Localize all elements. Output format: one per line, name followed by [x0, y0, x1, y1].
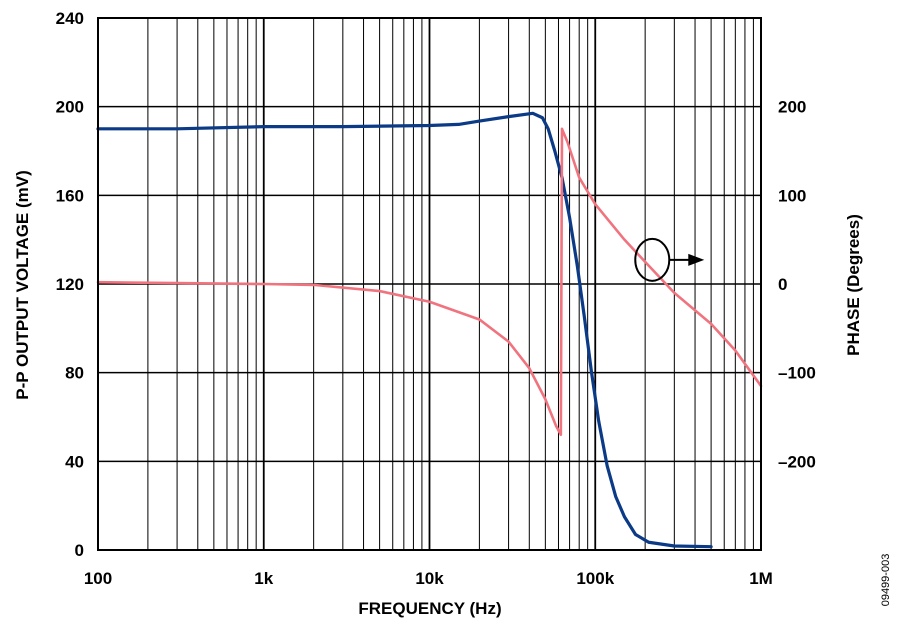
- series-line-voltage: [96, 111, 713, 549]
- y-tick-label: 120: [56, 275, 84, 294]
- x-tick-label: 100: [84, 569, 112, 588]
- y-tick-label: 240: [56, 9, 84, 28]
- y2-tick-label: 100: [778, 186, 806, 205]
- y2-tick-label: 200: [778, 98, 806, 117]
- y-tick-label: 0: [75, 541, 84, 560]
- y-axis-title: P-P OUTPUT VOLTAGE (mV): [13, 170, 32, 400]
- annotation-layer: [634, 237, 705, 282]
- y-tick-label: 40: [65, 452, 84, 471]
- y2-tick-label: –100: [778, 364, 816, 383]
- plot-border: [97, 17, 762, 551]
- series-layer: [96, 111, 763, 549]
- x-tick-label: 100k: [576, 569, 614, 588]
- annotation-ellipse: [634, 237, 671, 282]
- series-line-phase: [96, 127, 763, 437]
- x-axis-title: FREQUENCY (Hz): [358, 599, 501, 618]
- annotation-arrow-head: [688, 253, 705, 266]
- y-tick-label: 160: [56, 186, 84, 205]
- y2-tick-label: –200: [778, 452, 816, 471]
- figure-code: 09499-003: [880, 554, 892, 607]
- tick-labels: 100 1k 10k 100k 1M040801201602002402001000–1…: [56, 9, 816, 588]
- y2-axis-title: PHASE (Degrees): [844, 214, 863, 356]
- x-tick-label: 1k: [254, 569, 273, 588]
- y-tick-label: 80: [65, 364, 84, 383]
- x-tick-label: 10k: [415, 569, 444, 588]
- plot-frame: [97, 17, 762, 551]
- y2-tick-label: 0: [778, 275, 787, 294]
- y-tick-label: 200: [56, 98, 84, 117]
- x-tick-label: 1M: [749, 569, 773, 588]
